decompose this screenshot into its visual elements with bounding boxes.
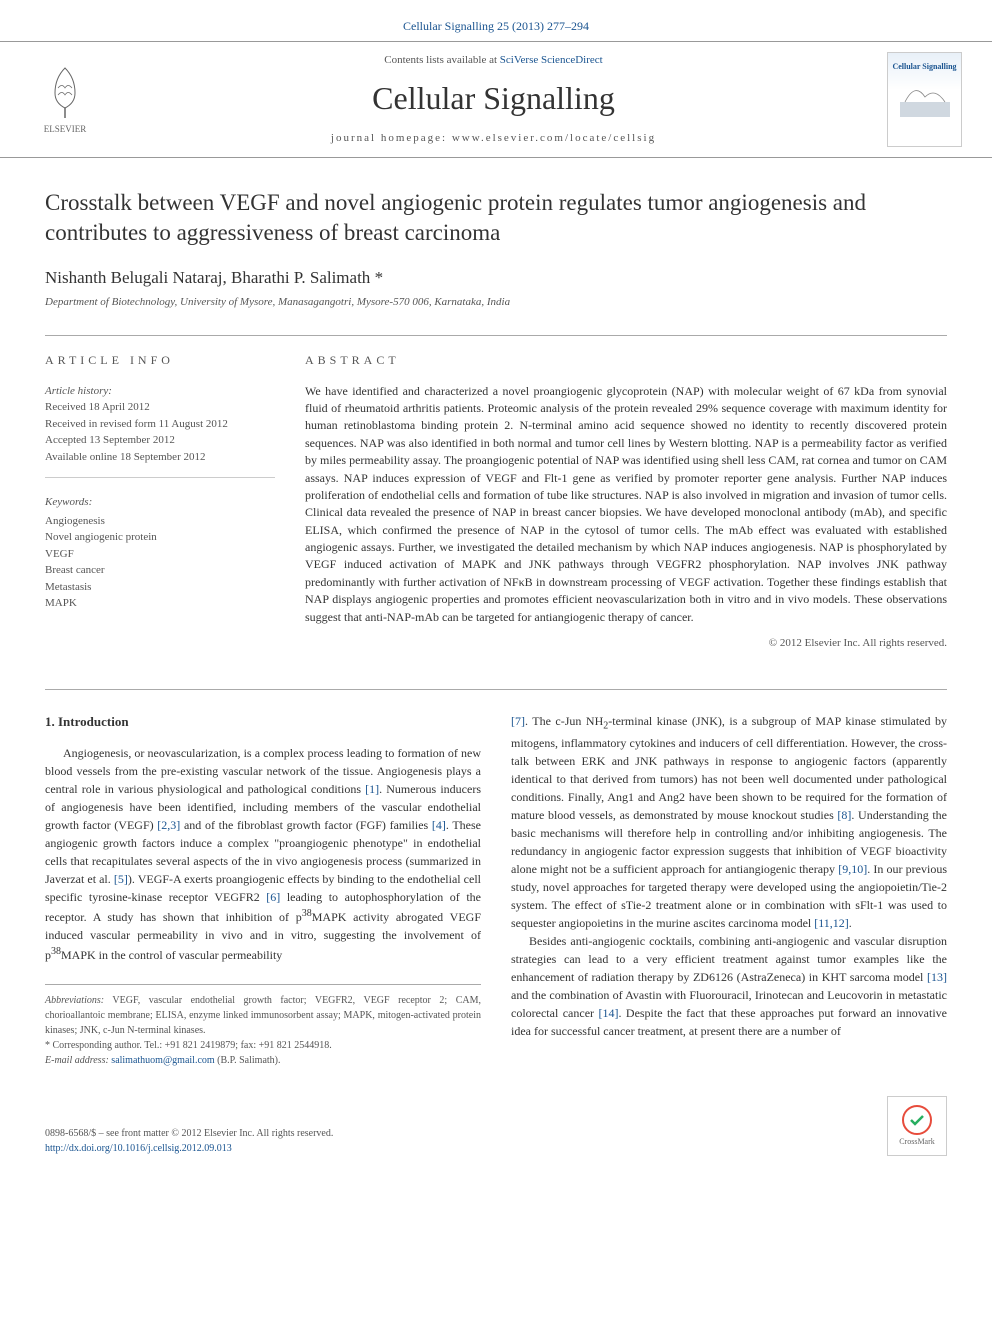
email-label: E-mail address: — [45, 1055, 111, 1066]
journal-homepage: journal homepage: www.elsevier.com/locat… — [100, 131, 887, 146]
sciencedirect-link[interactable]: SciVerse ScienceDirect — [500, 54, 603, 66]
elsevier-tree-icon — [40, 63, 90, 123]
history-item: Received 18 April 2012 — [45, 399, 275, 416]
contents-prefix: Contents lists available at — [384, 54, 499, 66]
history-item: Received in revised form 11 August 2012 — [45, 416, 275, 433]
article-title: Crosstalk between VEGF and novel angioge… — [45, 188, 947, 248]
keyword: Metastasis — [45, 579, 275, 596]
email-link[interactable]: salimathuom@gmail.com — [111, 1055, 214, 1066]
history-label: Article history: — [45, 383, 275, 400]
cover-art-icon — [895, 72, 955, 122]
keyword: Breast cancer — [45, 562, 275, 579]
keyword: Novel angiogenic protein — [45, 529, 275, 546]
abbrev-text: VEGF, vascular endothelial growth factor… — [45, 995, 481, 1036]
authors: Nishanth Belugali Nataraj, Bharathi P. S… — [45, 266, 947, 290]
body-columns: 1. Introduction Angiogenesis, or neovasc… — [45, 689, 947, 1068]
intro-para-3: Besides anti-angiogenic cocktails, combi… — [511, 932, 947, 1040]
history-item: Accepted 13 September 2012 — [45, 432, 275, 449]
footnotes: Abbreviations: VEGF, vascular endothelia… — [45, 984, 481, 1068]
crossmark-label: CrossMark — [899, 1136, 935, 1147]
corresponding-marker: * — [375, 268, 384, 287]
header-center: Contents lists available at SciVerse Sci… — [100, 53, 887, 147]
cover-title: Cellular Signalling — [892, 61, 956, 72]
page-footer: 0898-6568/$ – see front matter © 2012 El… — [0, 1088, 992, 1186]
crossmark-icon — [901, 1104, 933, 1136]
contents-available: Contents lists available at SciVerse Sci… — [100, 53, 887, 68]
article-history: Article history: Received 18 April 2012 … — [45, 383, 275, 479]
journal-header: ELSEVIER Contents lists available at Sci… — [0, 41, 992, 158]
elsevier-logo: ELSEVIER — [30, 59, 100, 139]
citation-line: Cellular Signalling 25 (2013) 277–294 — [0, 0, 992, 41]
elsevier-label: ELSEVIER — [44, 123, 87, 136]
crossmark-badge[interactable]: CrossMark — [887, 1096, 947, 1156]
corresponding-author: * Corresponding author. Tel.: +91 821 24… — [45, 1038, 481, 1053]
issn-line: 0898-6568/$ – see front matter © 2012 El… — [45, 1126, 333, 1141]
abbreviations: Abbreviations: VEGF, vascular endothelia… — [45, 993, 481, 1038]
author-names: Nishanth Belugali Nataraj, Bharathi P. S… — [45, 268, 375, 287]
abstract-copyright: © 2012 Elsevier Inc. All rights reserved… — [305, 636, 947, 651]
footer-left: 0898-6568/$ – see front matter © 2012 El… — [45, 1126, 333, 1156]
intro-heading: 1. Introduction — [45, 712, 481, 732]
abbrev-label: Abbreviations: — [45, 995, 104, 1006]
column-right: [7]. The c-Jun NH2-terminal kinase (JNK)… — [511, 712, 947, 1068]
email-suffix: (B.P. Salimath). — [215, 1055, 281, 1066]
doi-link[interactable]: http://dx.doi.org/10.1016/j.cellsig.2012… — [45, 1141, 333, 1156]
abstract-label: ABSTRACT — [305, 352, 947, 369]
history-item: Available online 18 September 2012 — [45, 449, 275, 466]
journal-name: Cellular Signalling — [100, 76, 887, 121]
column-left: 1. Introduction Angiogenesis, or neovasc… — [45, 712, 481, 1068]
keyword: VEGF — [45, 546, 275, 563]
intro-para-1: Angiogenesis, or neovascularization, is … — [45, 744, 481, 964]
article-info-column: ARTICLE INFO Article history: Received 1… — [45, 352, 275, 652]
affiliation: Department of Biotechnology, University … — [45, 295, 947, 310]
article-info-label: ARTICLE INFO — [45, 352, 275, 369]
email-line: E-mail address: salimathuom@gmail.com (B… — [45, 1053, 481, 1068]
journal-cover-thumbnail: Cellular Signalling — [887, 52, 962, 147]
keywords-block: Keywords: Angiogenesis Novel angiogenic … — [45, 494, 275, 612]
keywords-label: Keywords: — [45, 494, 275, 511]
keyword: Angiogenesis — [45, 513, 275, 530]
keyword: MAPK — [45, 595, 275, 612]
abstract-text: We have identified and characterized a n… — [305, 383, 947, 626]
abstract-column: ABSTRACT We have identified and characte… — [305, 352, 947, 652]
intro-para-2: [7]. The c-Jun NH2-terminal kinase (JNK)… — [511, 712, 947, 931]
